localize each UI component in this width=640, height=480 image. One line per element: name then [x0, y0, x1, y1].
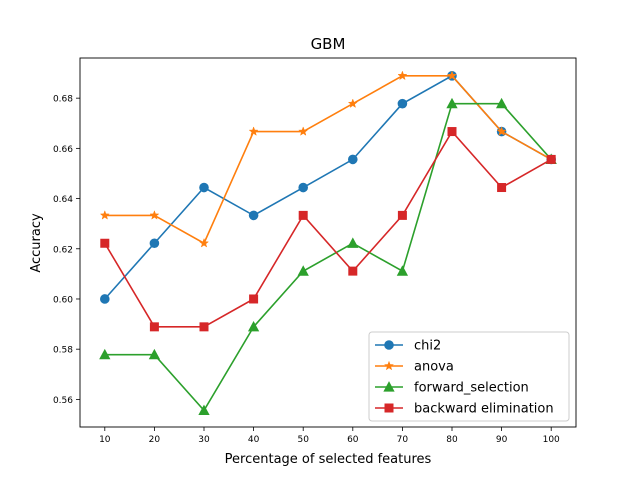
data-point [100, 294, 110, 304]
x-axis-label: Percentage of selected features [225, 452, 432, 467]
data-point [298, 126, 309, 136]
data-point [199, 322, 209, 332]
data-point [447, 127, 457, 137]
data-point [148, 348, 161, 360]
series-line [104, 102, 552, 412]
data-point [397, 98, 408, 109]
series-anova [99, 70, 557, 248]
x-tick-label: 90 [496, 435, 508, 445]
data-point [248, 126, 259, 136]
legend-marker [384, 403, 394, 413]
legend-box [368, 331, 570, 422]
data-point [348, 266, 358, 276]
x-tick-label: 60 [347, 435, 359, 445]
series-line [104, 75, 552, 245]
data-point [298, 210, 308, 220]
legend-marker [383, 360, 395, 371]
data-point [99, 210, 110, 220]
x-tick-label: 30 [198, 435, 210, 445]
data-point [396, 265, 409, 276]
data-point [397, 210, 407, 220]
plot-frame [79, 57, 577, 428]
y-tick-label: 0.58 [53, 346, 73, 356]
data-point [546, 154, 556, 164]
x-tick-label: 20 [149, 435, 161, 445]
legend: chi2 anova forward_selection backward elimi… [368, 331, 570, 422]
data-point [397, 70, 408, 81]
y-tick-label: 0.56 [53, 396, 73, 406]
data-point [446, 70, 458, 81]
x-tick-label: 40 [248, 435, 260, 445]
x-tick-label: 10 [99, 435, 111, 445]
x-tick-label: 70 [397, 435, 409, 445]
chart-title: GBM [311, 35, 346, 53]
data-point [497, 183, 507, 193]
legend-label: anova [414, 360, 454, 375]
legend-marker [384, 340, 394, 350]
series-line [104, 130, 552, 328]
x-tick-label: 80 [446, 435, 458, 445]
data-point [199, 182, 209, 193]
y-tick-label: 0.68 [53, 95, 73, 105]
legend-label: backward elimination [414, 402, 554, 417]
data-point [495, 97, 508, 109]
plot-area: 10 20 30 40 50 60 70 80 90 100 0.56 0.58 0.60 0.62 0.6… [53, 57, 577, 445]
legend-marker [383, 381, 395, 392]
data-point [100, 238, 110, 248]
data-point [149, 322, 159, 332]
data-point [297, 265, 309, 276]
y-tick-label: 0.66 [53, 145, 73, 155]
y-axis-label: Accuracy [29, 213, 44, 273]
data-point [198, 404, 210, 416]
x-tick-label: 100 [543, 435, 560, 445]
data-point [348, 154, 358, 165]
series-forward-selection [99, 97, 557, 416]
data-point [249, 294, 259, 304]
y-tick-label: 0.64 [53, 195, 73, 205]
series-line [104, 74, 552, 300]
data-point [198, 237, 210, 248]
data-point [149, 238, 160, 249]
data-point [347, 237, 359, 248]
data-point [298, 182, 309, 193]
legend-label: chi2 [414, 339, 441, 354]
data-point [247, 320, 260, 332]
y-tick-label: 0.62 [53, 245, 73, 255]
series-chi2 [100, 71, 557, 304]
x-tick-label: 50 [297, 435, 309, 445]
legend-label: forward_selection [414, 381, 529, 396]
data-point [248, 210, 259, 221]
data-point [149, 210, 160, 220]
data-point [446, 97, 458, 109]
series-backward-elimination [100, 127, 556, 332]
y-tick-label: 0.60 [53, 295, 73, 305]
data-point [496, 126, 507, 136]
data-point [99, 348, 111, 360]
data-point [347, 98, 358, 108]
